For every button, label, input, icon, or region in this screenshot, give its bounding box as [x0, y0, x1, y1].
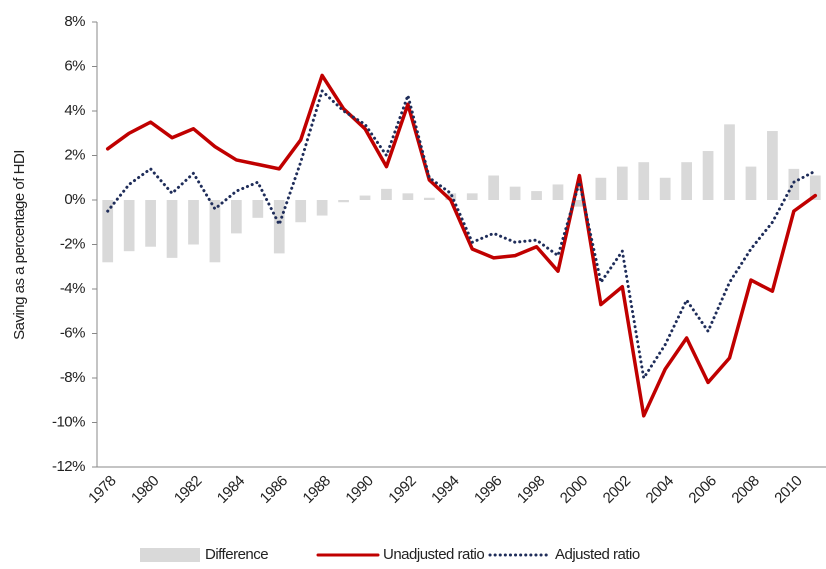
y-tick-label: -12%: [52, 458, 85, 475]
x-tick-label: 1992: [385, 473, 419, 507]
bar: [188, 200, 199, 245]
bar: [381, 188, 392, 200]
bar: [166, 200, 178, 258]
y-tick-label: 4%: [64, 102, 85, 119]
bar: [252, 200, 264, 218]
y-tick-label: -10%: [52, 413, 85, 430]
line: [106, 89, 817, 380]
x-tick-label: 1994: [428, 473, 462, 507]
y-tick-label: -4%: [60, 280, 85, 297]
y-tick-label: 6%: [64, 57, 85, 74]
bar: [681, 162, 692, 200]
bar: [338, 200, 349, 203]
y-tick-label: 0%: [64, 191, 85, 208]
y-axis-label: Saving as a percentage of HDI: [11, 150, 28, 340]
bar: [209, 200, 221, 263]
bar: [295, 200, 307, 223]
legend-label: Unadjusted ratio: [383, 546, 484, 563]
x-tick-label: 1998: [514, 473, 548, 507]
bar: [402, 193, 414, 200]
y-tick-label: -2%: [60, 235, 85, 252]
bar: [359, 195, 371, 200]
x-tick-label: 1982: [171, 473, 205, 507]
x-tick-label: 1988: [300, 473, 334, 507]
bar: [552, 184, 564, 200]
x-tick-label: 2004: [643, 473, 677, 507]
bar: [316, 200, 328, 216]
x-tick-label: 1984: [214, 473, 248, 507]
x-tick-label: 1980: [128, 473, 162, 507]
line: [105, 73, 818, 418]
x-tick-label: 2010: [771, 473, 805, 507]
x-tick-label: 2002: [600, 473, 634, 507]
y-tick-label: 8%: [64, 13, 85, 30]
x-tick-label: 2000: [557, 473, 591, 507]
legend-label: Difference: [205, 546, 268, 563]
bar: [616, 166, 628, 200]
x-tick-label: 1990: [342, 473, 376, 507]
x-tick-label: 1986: [257, 473, 291, 507]
bar: [809, 175, 821, 200]
y-tick-label: 2%: [64, 146, 85, 163]
legend-label: Adjusted ratio: [555, 546, 640, 563]
bar: [488, 175, 500, 200]
bar: [145, 200, 156, 247]
bar: [745, 166, 757, 200]
bar: [423, 197, 435, 200]
bar: [767, 131, 778, 200]
x-tick-label: 2006: [686, 473, 720, 507]
bar: [531, 191, 542, 200]
bar: [466, 193, 478, 200]
bar: [509, 186, 521, 200]
bar: [724, 124, 735, 200]
legend-swatch: [140, 548, 200, 562]
x-tick-label: 1978: [85, 473, 119, 507]
x-tick-label: 1996: [471, 473, 505, 507]
bar: [123, 200, 135, 252]
bar: [659, 177, 671, 200]
bar: [638, 162, 650, 200]
bar: [702, 151, 714, 200]
bar: [788, 168, 800, 200]
x-tick-label: 2008: [728, 473, 762, 507]
bar: [102, 200, 114, 263]
bar: [273, 200, 285, 254]
bar: [595, 177, 607, 200]
bar: [231, 200, 242, 234]
y-tick-label: -8%: [60, 369, 85, 386]
y-tick-label: -6%: [60, 324, 85, 341]
bar: [574, 200, 585, 207]
